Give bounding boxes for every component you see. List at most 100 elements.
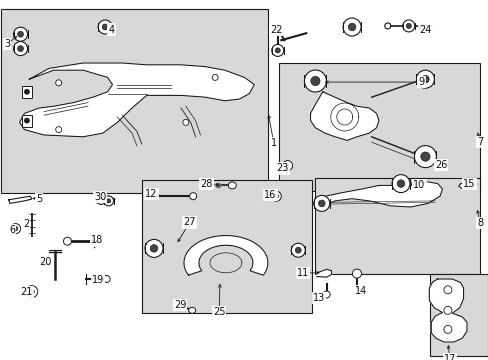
Circle shape [103,196,113,206]
Circle shape [63,237,71,245]
Polygon shape [316,269,331,277]
Circle shape [343,18,360,36]
Ellipse shape [228,182,236,189]
Circle shape [304,70,325,92]
Text: 7: 7 [476,137,482,147]
Polygon shape [96,197,115,204]
Text: 16: 16 [264,190,276,200]
Circle shape [443,325,451,333]
Bar [278,63,479,191]
Circle shape [24,89,29,94]
Text: 27: 27 [183,217,196,228]
Circle shape [318,200,325,207]
Circle shape [291,243,305,257]
Text: 18: 18 [90,235,103,246]
Circle shape [384,23,390,29]
Circle shape [14,27,27,41]
Circle shape [102,24,108,30]
Circle shape [212,75,218,80]
Circle shape [282,161,292,171]
Bar [22,114,32,127]
Polygon shape [458,182,476,189]
Circle shape [29,289,35,294]
Text: 24: 24 [418,24,431,35]
Text: 2: 2 [23,219,29,229]
Bar [142,180,311,313]
Circle shape [18,31,23,37]
Bar [1,9,267,193]
Text: 11: 11 [296,268,309,278]
Text: 5: 5 [36,194,42,204]
Text: 4: 4 [108,24,114,35]
Circle shape [150,245,158,252]
Circle shape [275,48,280,53]
Polygon shape [209,253,242,273]
Text: 14: 14 [354,286,366,296]
Bar [315,178,479,274]
Circle shape [273,194,278,198]
Text: 8: 8 [476,218,482,228]
Circle shape [467,184,470,187]
Circle shape [183,120,188,125]
Ellipse shape [188,307,195,313]
Text: 29: 29 [173,300,186,310]
Circle shape [391,175,409,193]
Circle shape [313,195,329,211]
Text: 21: 21 [20,287,33,297]
Text: 13: 13 [312,293,325,303]
Text: 1: 1 [270,138,276,148]
Text: 26: 26 [434,160,447,170]
Text: 15: 15 [462,179,475,189]
Circle shape [443,306,451,314]
Text: 9: 9 [418,77,424,87]
Circle shape [14,42,27,55]
Circle shape [13,226,18,231]
Circle shape [396,180,404,187]
Circle shape [189,193,196,200]
Polygon shape [310,92,378,140]
Circle shape [443,286,451,294]
Circle shape [285,163,289,168]
Circle shape [106,199,110,203]
Circle shape [414,145,435,168]
Text: 30: 30 [94,192,106,202]
Text: 25: 25 [212,307,225,318]
Text: 3: 3 [4,39,10,49]
Polygon shape [316,182,442,207]
Circle shape [56,80,61,86]
Polygon shape [183,235,267,275]
Text: 6: 6 [9,225,15,235]
Polygon shape [20,63,254,137]
Circle shape [24,118,29,123]
Circle shape [98,20,112,34]
Circle shape [271,191,281,201]
Circle shape [402,20,414,32]
Text: 10: 10 [412,180,425,190]
Circle shape [18,46,23,51]
Bar [429,274,487,356]
Text: 28: 28 [200,179,212,189]
Circle shape [420,152,429,161]
Circle shape [295,247,301,253]
Circle shape [352,269,361,278]
Bar [22,86,32,98]
Polygon shape [9,196,32,203]
Polygon shape [428,279,466,342]
Circle shape [465,181,472,189]
Circle shape [421,76,428,83]
Text: 19: 19 [91,275,104,285]
Text: 22: 22 [269,24,282,35]
Circle shape [103,275,110,283]
Circle shape [11,224,20,234]
Circle shape [145,239,163,257]
Text: 20: 20 [39,257,51,267]
Text: 12: 12 [145,189,158,199]
Circle shape [416,70,433,88]
Circle shape [406,23,410,28]
Text: 17: 17 [443,354,455,360]
Circle shape [26,285,38,298]
Circle shape [310,76,319,86]
Circle shape [56,127,61,132]
Circle shape [271,44,283,57]
Circle shape [347,23,355,31]
